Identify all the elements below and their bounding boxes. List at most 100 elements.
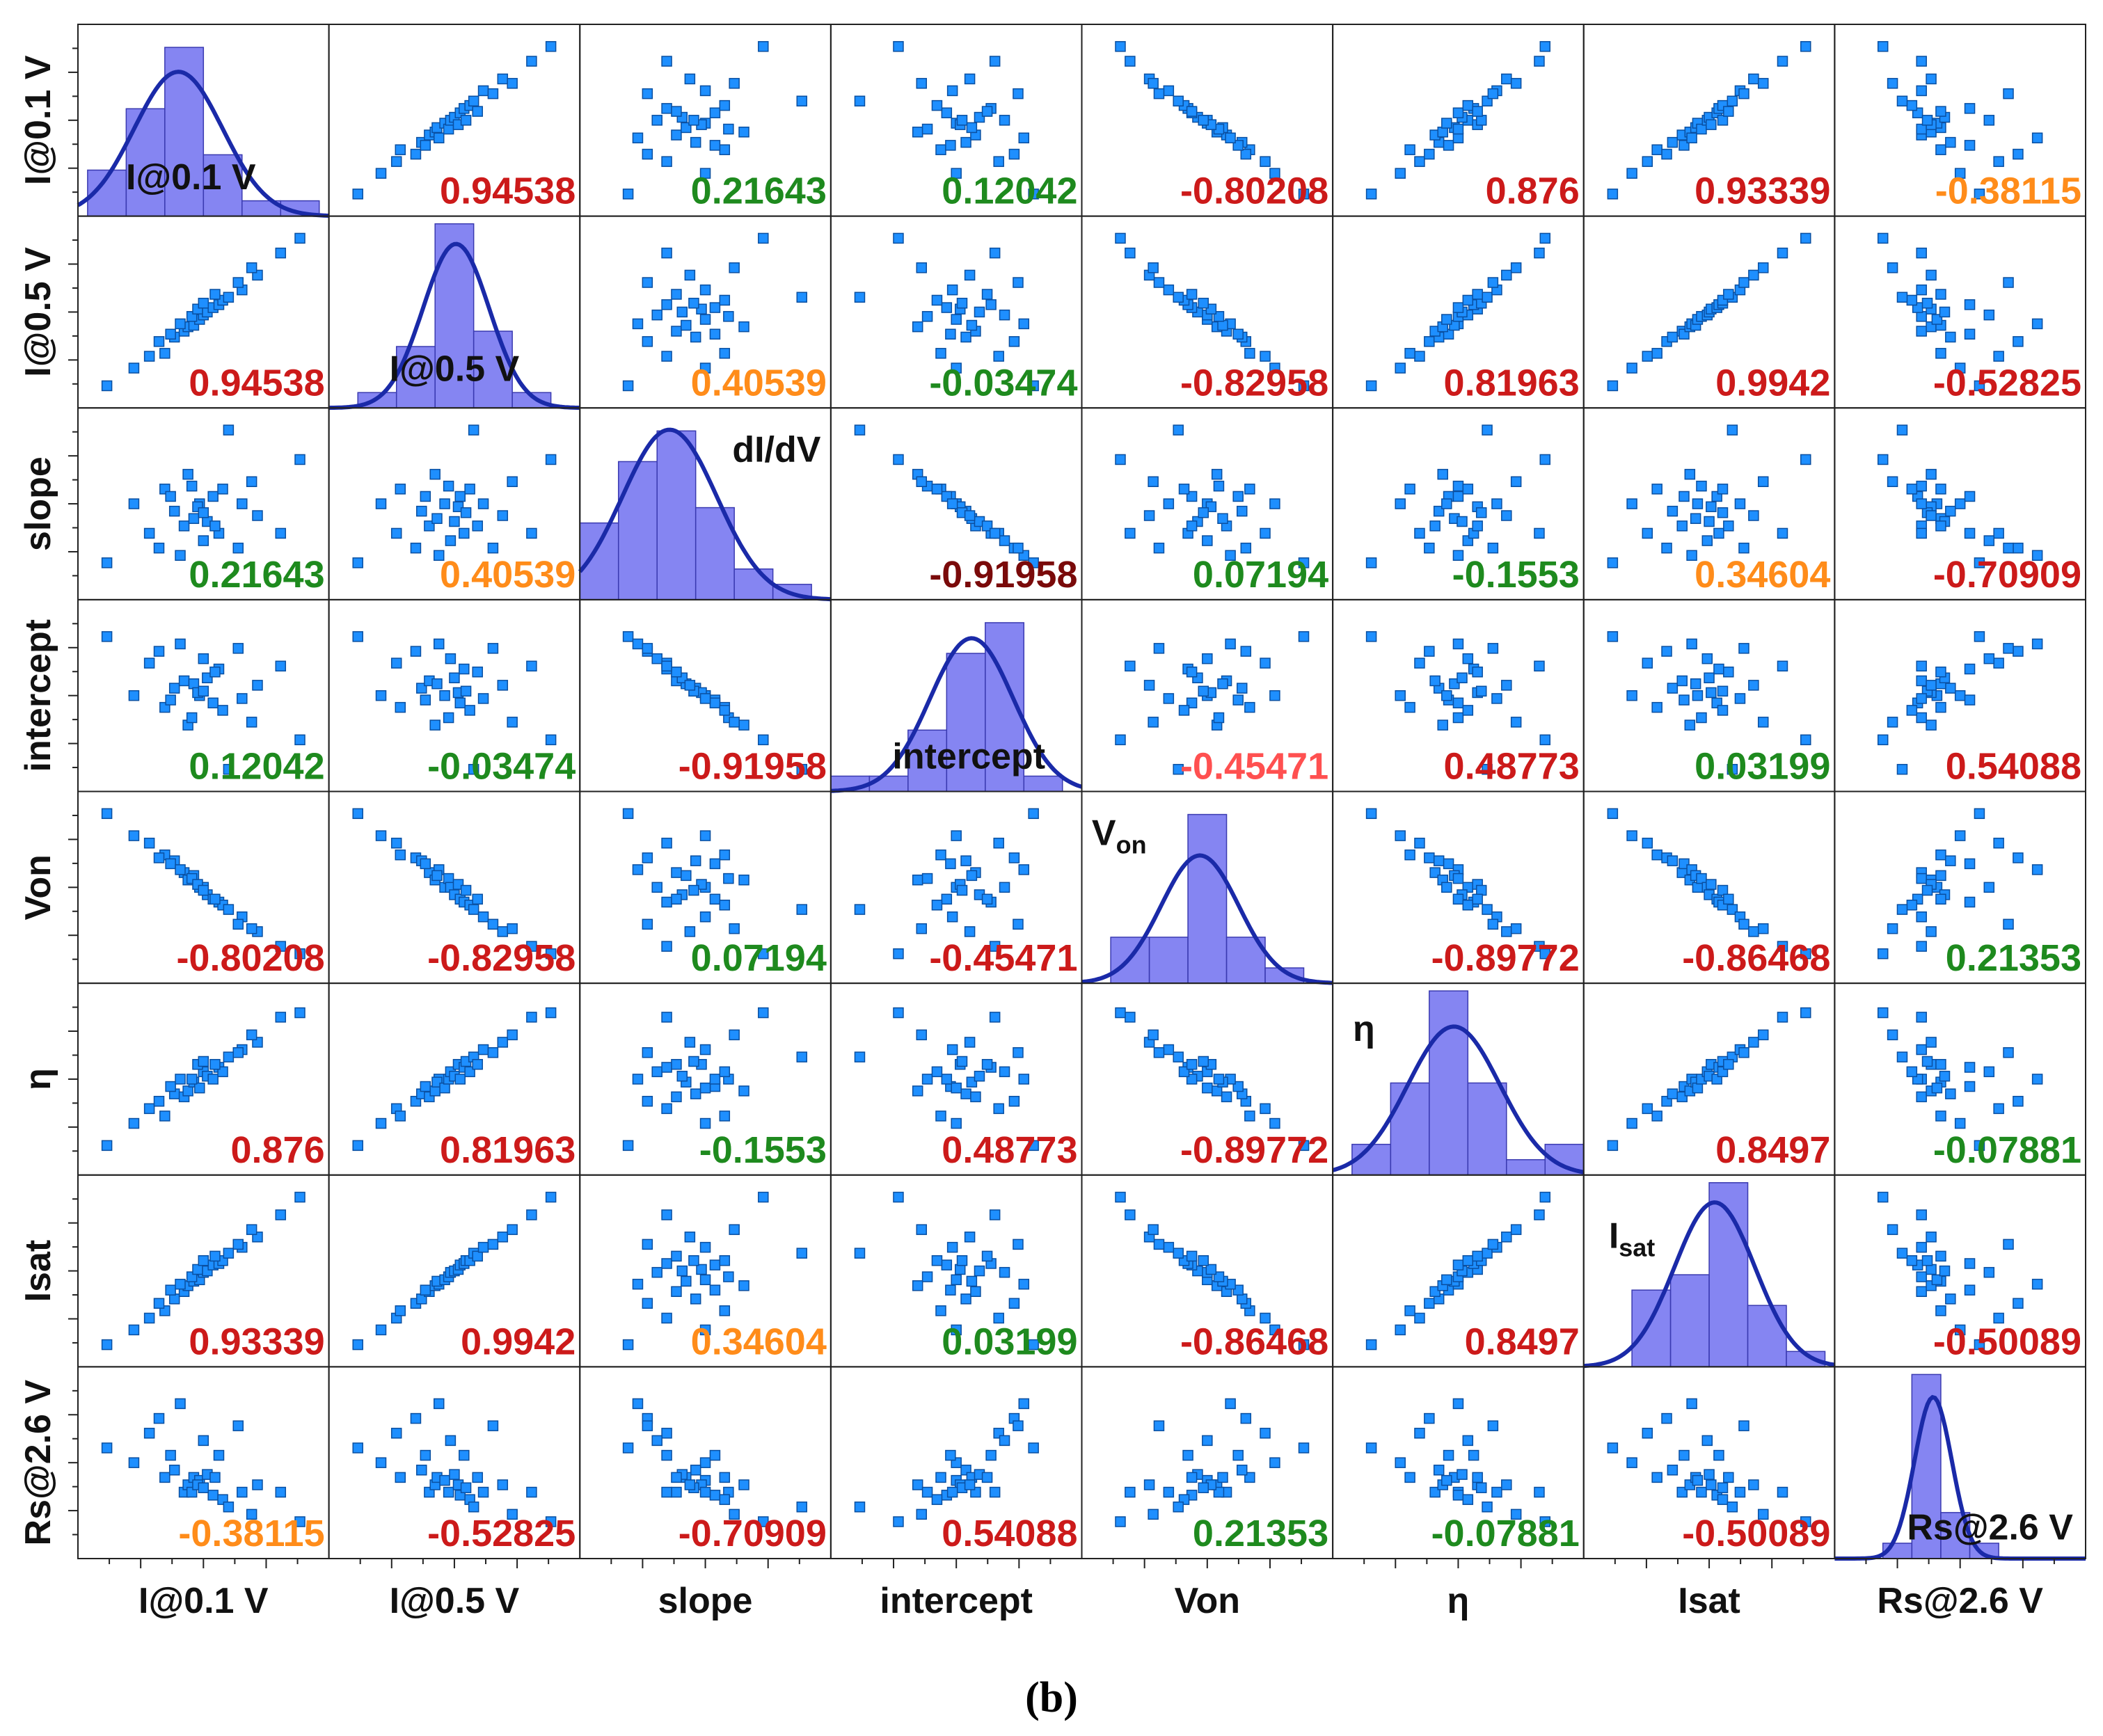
scatter-point — [1217, 513, 1228, 525]
scatter-point — [390, 658, 402, 669]
scatter-point — [1441, 118, 1452, 129]
scatter-point — [1877, 948, 1889, 959]
scatter-point — [1954, 690, 1966, 701]
correlation-label: 0.81963 — [440, 1129, 576, 1171]
scatter-point — [632, 132, 644, 144]
scatter-point — [1472, 520, 1483, 532]
scatter-point — [709, 302, 721, 313]
scatter-point — [1236, 1293, 1248, 1305]
scatter-point — [1748, 680, 1759, 691]
scatter-point — [1186, 1250, 1198, 1262]
scatter-point — [420, 1081, 431, 1092]
scatter-point — [175, 864, 186, 875]
histogram-bar — [1429, 990, 1469, 1176]
scatter-point — [699, 85, 711, 97]
panel: -0.1553 — [1332, 407, 1585, 600]
scatter-point — [1539, 232, 1551, 244]
scatter-point — [2013, 336, 2024, 347]
scatter-point — [198, 685, 209, 697]
scatter-point — [1452, 697, 1464, 709]
scatter-point — [935, 144, 946, 155]
scatter-point — [449, 672, 460, 683]
scatter-point — [128, 498, 140, 509]
scatter-point — [661, 1012, 672, 1023]
scatter-point — [1757, 923, 1769, 934]
scatter-point — [854, 1051, 866, 1062]
correlation-label: -0.1553 — [1452, 554, 1580, 596]
scatter-point — [1964, 103, 1976, 114]
panel: 0.21643 — [579, 24, 832, 217]
scatter-point — [468, 904, 479, 915]
scatter-point — [1472, 1472, 1483, 1483]
scatter-point — [153, 646, 165, 657]
scatter-point — [472, 106, 483, 117]
scatter-point — [1148, 1029, 1159, 1041]
scatter-point — [893, 1516, 904, 1527]
scatter-point — [1704, 516, 1715, 527]
panel: -0.45471 — [830, 790, 1083, 985]
caption: (b) — [1025, 1674, 1078, 1721]
scatter-point — [1713, 1449, 1724, 1461]
scatter-point — [1679, 1449, 1690, 1461]
correlation-label: 0.12042 — [189, 746, 324, 788]
scatter-point — [1931, 1274, 1943, 1286]
scatter-point — [1462, 484, 1474, 495]
scatter-point — [1260, 527, 1271, 539]
scatter-point — [1452, 302, 1464, 313]
scatter-point — [1269, 363, 1280, 374]
scatter-point — [738, 1280, 749, 1291]
correlation-label: 0.8497 — [1465, 1321, 1580, 1362]
x-axis-label: Von — [1175, 1581, 1240, 1621]
scatter-point — [946, 85, 958, 97]
scatter-point — [989, 1486, 1001, 1498]
scatter-point — [1539, 454, 1551, 465]
scatter-point — [671, 129, 682, 141]
scatter-point — [1491, 498, 1502, 509]
scatter-point — [477, 1486, 489, 1498]
scatter-point — [1777, 527, 1788, 539]
correlation-label: 0.54088 — [1946, 746, 2081, 788]
scatter-point — [681, 319, 692, 331]
correlation-label: 0.93339 — [1695, 170, 1830, 212]
scatter-point — [1717, 115, 1729, 126]
scatter-point — [758, 41, 769, 52]
scatter-point — [951, 314, 962, 325]
scatter-point — [893, 1191, 904, 1203]
scatter-point — [1717, 484, 1729, 495]
scatter-point — [993, 1103, 1004, 1115]
scatter-point — [719, 348, 731, 359]
scatter-point — [209, 1472, 221, 1483]
scatter-point — [2031, 132, 2043, 144]
panel: Isat — [1582, 1174, 1836, 1369]
panel: 0.21353 — [1081, 1366, 1334, 1559]
scatter-point — [1679, 491, 1690, 502]
scatter-point — [1916, 712, 1927, 724]
scatter-point — [395, 1305, 406, 1316]
scatter-point — [989, 1012, 1001, 1023]
scatter-point — [390, 156, 402, 167]
scatter-point — [999, 115, 1010, 126]
panel: η — [1332, 982, 1585, 1176]
correlation-label: -0.38115 — [178, 1513, 324, 1554]
scatter-point — [1748, 1037, 1759, 1048]
scatter-point — [1429, 520, 1441, 532]
scatter-point — [1178, 484, 1190, 495]
scatter-point — [454, 491, 466, 502]
panel: -0.80208 — [77, 790, 330, 985]
scatter-point — [487, 1420, 499, 1431]
scatter-point — [410, 646, 422, 657]
scatter-point — [1018, 1398, 1030, 1410]
correlation-label: 0.03199 — [1695, 746, 1830, 788]
scatter-point — [375, 690, 387, 701]
scatter-point — [758, 232, 769, 244]
scatter-point — [1777, 1012, 1788, 1023]
histogram-bar — [1747, 1305, 1787, 1368]
scatter-point — [1225, 1398, 1236, 1410]
scatter-point — [477, 1241, 489, 1253]
scatter-point — [1690, 513, 1701, 525]
y-axis-label: I@0.1 V — [18, 55, 58, 185]
scatter-point — [1452, 1490, 1464, 1501]
diagonal-label: I@0.5 V — [390, 349, 520, 390]
scatter-point — [1734, 1486, 1746, 1498]
scatter-point — [1916, 123, 1927, 135]
